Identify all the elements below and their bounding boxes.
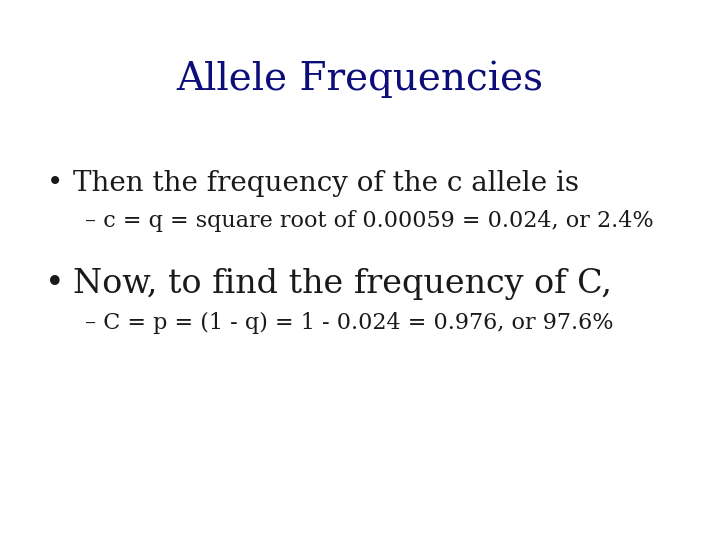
Text: – c = q = square root of 0.00059 = 0.024, or 2.4%: – c = q = square root of 0.00059 = 0.024… xyxy=(85,210,654,232)
Text: •: • xyxy=(47,170,63,197)
Text: •: • xyxy=(45,268,65,300)
Text: Allele Frequencies: Allele Frequencies xyxy=(176,60,544,98)
Text: Then the frequency of the c allele is: Then the frequency of the c allele is xyxy=(73,170,579,197)
Text: Now, to find the frequency of C,: Now, to find the frequency of C, xyxy=(73,268,612,300)
Text: – C = p = (1 - q) = 1 - 0.024 = 0.976, or 97.6%: – C = p = (1 - q) = 1 - 0.024 = 0.976, o… xyxy=(85,312,613,334)
